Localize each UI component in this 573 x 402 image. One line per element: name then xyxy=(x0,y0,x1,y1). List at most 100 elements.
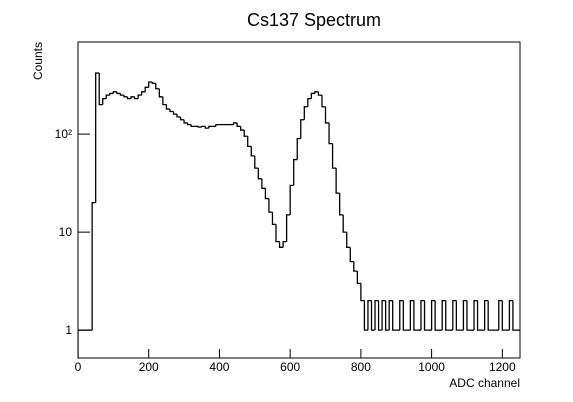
plot-area xyxy=(78,72,520,358)
y-axis-label: Counts xyxy=(31,42,45,80)
histogram-bin xyxy=(512,300,517,331)
x-tick-label: 800 xyxy=(351,360,371,374)
histogram-bin xyxy=(133,96,139,100)
histogram-bin xyxy=(105,94,110,99)
histogram-bin xyxy=(109,92,114,96)
histogram-bin xyxy=(264,188,269,200)
histogram-bin xyxy=(275,224,280,243)
histogram-bin xyxy=(374,300,379,331)
histogram-bin xyxy=(148,81,153,88)
histogram-bin xyxy=(307,97,312,107)
histogram-bin xyxy=(278,241,284,248)
histogram-bin xyxy=(215,123,220,127)
histogram-bin xyxy=(455,300,460,331)
x-axis-label: ADC channel xyxy=(449,376,520,390)
histogram-bin xyxy=(261,178,266,189)
histogram-bin xyxy=(282,240,287,248)
y-tick-label: 10² xyxy=(55,127,72,141)
histogram-bin xyxy=(413,300,418,331)
histogram-bin xyxy=(130,96,135,99)
histogram-bin xyxy=(360,283,365,302)
histogram-bin xyxy=(388,300,393,331)
histogram-bin xyxy=(483,300,489,331)
histogram-bin xyxy=(367,300,372,331)
histogram-bin xyxy=(197,126,202,128)
histogram-bin xyxy=(116,91,121,95)
histogram-bin xyxy=(473,300,478,331)
histogram-bin xyxy=(335,168,340,194)
histogram-bin xyxy=(349,247,354,263)
histogram-bin xyxy=(434,300,439,331)
histogram-bin xyxy=(430,300,436,331)
histogram-bin xyxy=(381,300,386,331)
histogram-bin xyxy=(240,126,245,131)
x-tick-label: 1000 xyxy=(418,360,445,374)
histogram-bin xyxy=(158,88,163,98)
histogram-bin xyxy=(420,300,425,331)
histogram-bin xyxy=(112,91,117,94)
histogram-bin xyxy=(247,136,252,147)
histogram-bin xyxy=(169,109,174,113)
histogram-bin xyxy=(250,146,255,157)
chart-title: Cs137 Spectrum xyxy=(247,10,381,30)
histogram-bin xyxy=(268,198,273,213)
histogram-bin xyxy=(140,91,146,96)
histogram-bin xyxy=(126,96,132,100)
histogram-bin xyxy=(289,184,294,215)
histogram-bin xyxy=(186,122,192,126)
histogram-bin xyxy=(498,300,503,331)
x-tick-label: 400 xyxy=(209,360,229,374)
histogram-bin xyxy=(501,300,506,331)
histogram-bin xyxy=(476,300,482,331)
histogram-bin xyxy=(102,97,107,105)
histogram-bin xyxy=(363,300,368,331)
histogram-bin xyxy=(342,214,347,233)
x-tick-label: 600 xyxy=(280,360,300,374)
histogram-bin xyxy=(462,300,467,331)
histogram-bin xyxy=(452,300,457,331)
histogram-bin xyxy=(137,94,142,99)
histogram-bin xyxy=(155,83,160,90)
histogram-bin xyxy=(331,143,337,169)
x-tick-label: 200 xyxy=(139,360,159,374)
histogram-bin xyxy=(123,95,128,98)
histogram-bin xyxy=(162,96,167,106)
histogram-bin xyxy=(296,137,301,160)
histogram-bin xyxy=(144,86,149,92)
histogram-bin xyxy=(314,91,319,94)
histogram-bin xyxy=(317,91,322,96)
histogram-bin xyxy=(183,119,188,124)
histogram-bin xyxy=(201,125,206,128)
histogram-bin xyxy=(321,95,326,108)
histogram-bin xyxy=(310,92,315,99)
histogram-bin xyxy=(466,300,471,331)
histogram-bin xyxy=(508,300,513,331)
histogram-bin xyxy=(95,72,100,203)
histogram-bin xyxy=(303,106,308,120)
histogram-bin xyxy=(172,111,178,115)
histogram-bin xyxy=(402,300,407,331)
histogram-bin xyxy=(399,300,404,331)
histogram-bin xyxy=(377,300,383,331)
histogram-bin xyxy=(445,300,450,331)
histogram-bin xyxy=(328,122,333,145)
x-tick-label: 0 xyxy=(75,360,82,374)
histogram-bin xyxy=(119,93,124,96)
histogram-bin xyxy=(392,300,397,331)
histogram-bin xyxy=(339,193,344,216)
y-tick-label: 1 xyxy=(65,323,72,337)
histogram-bin xyxy=(441,300,446,331)
histogram-bin xyxy=(179,116,185,121)
histogram-bin xyxy=(293,158,298,186)
histogram-bin xyxy=(409,300,414,331)
histogram-bin xyxy=(271,212,277,226)
histogram-bin xyxy=(243,130,248,137)
histogram-bin xyxy=(353,261,358,272)
histogram-bin xyxy=(208,125,213,129)
histogram-bin xyxy=(346,232,351,248)
histogram-bin xyxy=(98,73,103,106)
histogram-bin xyxy=(285,214,291,242)
histogram-bin xyxy=(190,124,195,127)
histogram-bin xyxy=(370,300,376,331)
histogram-bin xyxy=(257,168,262,180)
